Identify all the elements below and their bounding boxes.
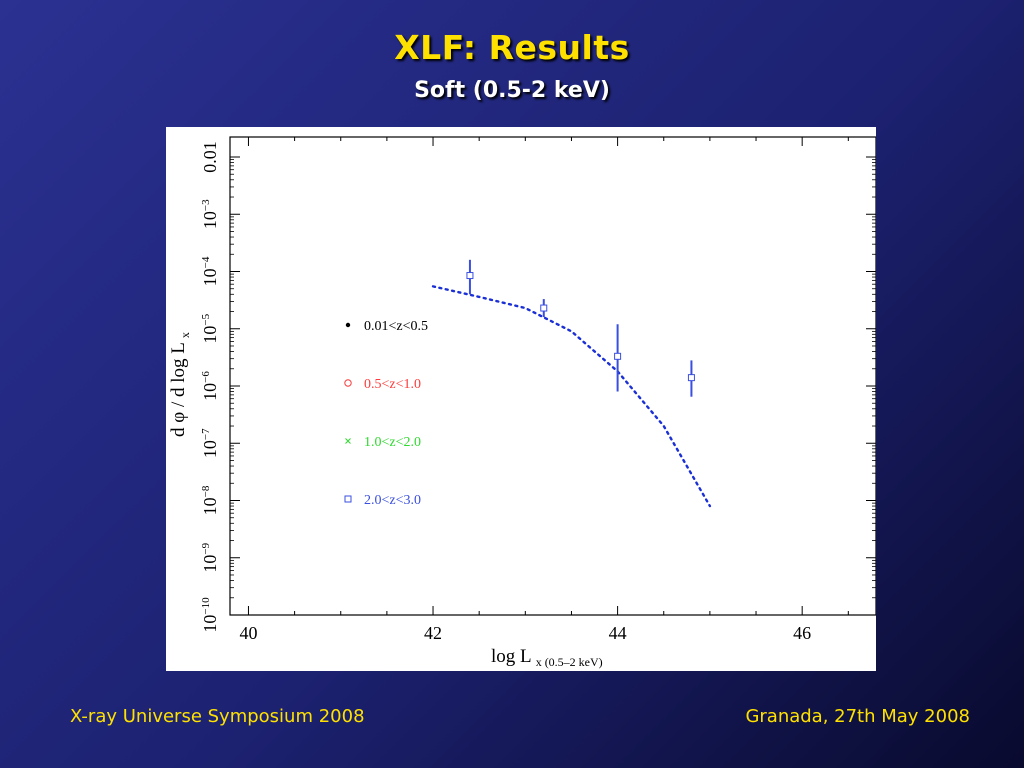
chart-panel: 40 42 44 46 0.01 10−3 10−4 10−5 10−6 10−7 10−8 10−… <box>166 127 876 671</box>
x-tick-label: 44 <box>609 623 627 643</box>
y-axis-label: d φ / d log L x <box>168 332 192 437</box>
legend-label: 0.5<z<1.0 <box>364 377 421 392</box>
x-tick-labels: 40 42 44 46 <box>239 623 811 643</box>
x-tick-label: 42 <box>424 623 442 643</box>
x-tick-label: 46 <box>793 623 811 643</box>
axis-ticks <box>230 137 876 616</box>
y-tick-labels: 0.01 10−3 10−4 10−5 10−6 10−7 10−8 10−9 10−10 <box>200 141 220 632</box>
data-point <box>466 272 474 280</box>
slide-subtitle: Soft (0.5-2 keV) <box>414 78 610 103</box>
legend-label: 1.0<z<2.0 <box>364 435 421 450</box>
data-point <box>614 352 622 360</box>
footer-date: Granada, 27th May 2008 <box>745 706 970 727</box>
legend-marker-square <box>344 495 352 503</box>
y-tick-label: 10−4 <box>200 256 220 286</box>
x-axis-label-main: log L <box>491 646 531 667</box>
y-tick-label: 10−6 <box>200 371 220 401</box>
legend: 0.01<z<0.5 0.5<z<1.0 1.0<z<2.0 2.0<z<3.0 <box>344 319 428 508</box>
y-tick-label: 10−3 <box>200 199 220 229</box>
y-axis-label-main: d φ / d log L <box>168 343 189 437</box>
legend-marker-dot <box>345 322 351 328</box>
y-tick-label: 10−9 <box>200 542 220 572</box>
y-tick-label: 10−5 <box>200 313 220 343</box>
y-tick-label: 10−7 <box>200 428 220 458</box>
x-axis-label: log L x (0.5–2 keV) <box>491 646 603 669</box>
y-tick-label: 10−8 <box>200 485 220 515</box>
data-point <box>687 374 695 382</box>
y-tick-label: 10−10 <box>200 597 220 633</box>
xlf-chart: 40 42 44 46 0.01 10−3 10−4 10−5 10−6 10−7 10−8 10−… <box>168 136 876 669</box>
plot-frame <box>229 136 876 616</box>
legend-marker-circle <box>344 379 352 387</box>
model-curve <box>431 285 712 508</box>
x-axis-label-sub: x (0.5–2 keV) <box>536 655 603 669</box>
footer-event: X-ray Universe Symposium 2008 <box>70 706 365 727</box>
data-point <box>540 304 548 312</box>
y-tick-label: 0.01 <box>200 141 220 173</box>
legend-label: 2.0<z<3.0 <box>364 493 421 508</box>
x-tick-label: 40 <box>239 623 257 643</box>
slide-title: XLF: Results <box>394 28 630 67</box>
legend-label: 0.01<z<0.5 <box>364 319 428 334</box>
data-points <box>466 259 695 397</box>
legend-marker-cross <box>345 438 351 444</box>
y-axis-label-sub: x <box>178 332 192 338</box>
